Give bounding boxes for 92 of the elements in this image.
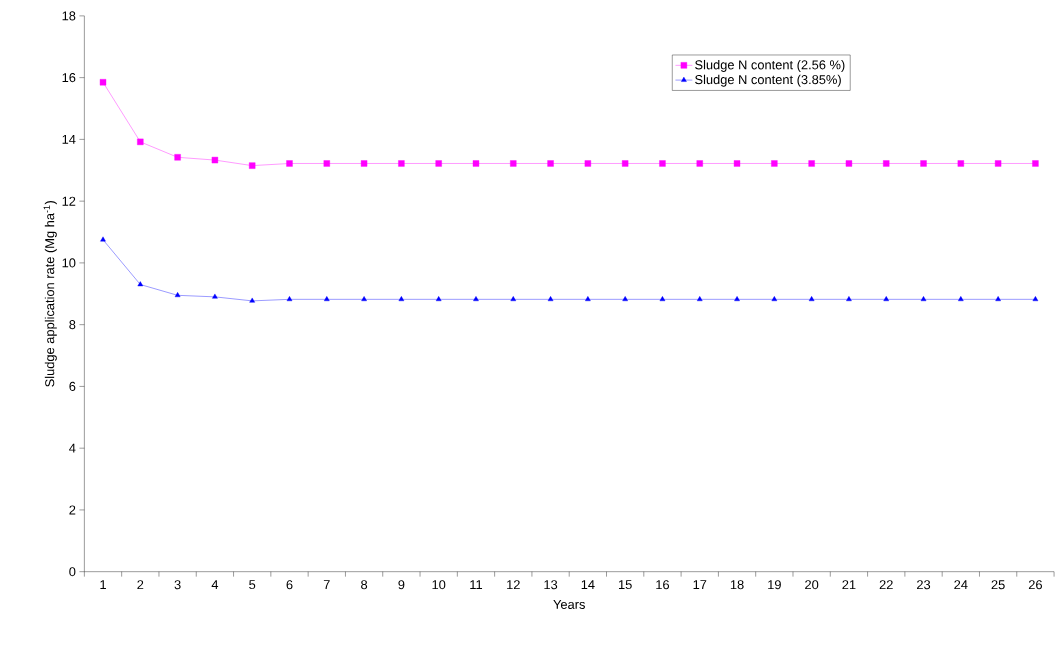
x-tick-label: 19 — [768, 580, 781, 590]
point — [249, 297, 255, 303]
x-tick-label: 6 — [286, 580, 293, 590]
legend-label: Sludge N content (3.85%) — [695, 74, 841, 87]
x-tick-label: 14 — [581, 580, 595, 589]
point — [361, 296, 367, 301]
point — [808, 160, 815, 167]
point — [771, 296, 778, 301]
point — [100, 236, 106, 242]
y-tick-label: 4 — [69, 443, 76, 453]
point — [696, 296, 703, 301]
point — [398, 296, 405, 301]
point — [958, 296, 964, 301]
point — [547, 160, 554, 167]
y-tick-label: 14 — [62, 134, 76, 144]
x-tick-label: 20 — [805, 580, 819, 590]
point — [1032, 296, 1039, 301]
point — [435, 296, 442, 301]
x-tick-label: 26 — [1028, 580, 1042, 590]
point — [920, 296, 927, 301]
point — [994, 160, 1002, 167]
point — [547, 296, 554, 301]
point — [398, 160, 405, 167]
y-tick-label: 6 — [69, 381, 76, 391]
y-tick-label: 8 — [69, 320, 76, 330]
point — [846, 296, 852, 301]
point — [249, 162, 256, 169]
point — [883, 160, 890, 167]
point — [510, 160, 517, 167]
x-tick-label: 7 — [323, 580, 330, 589]
y-tick-label: 10 — [62, 258, 76, 268]
point — [137, 281, 144, 287]
x-tick-label: 9 — [398, 580, 405, 590]
x-tick-label: 22 — [879, 580, 893, 590]
point — [771, 160, 778, 167]
point — [99, 79, 107, 86]
point — [734, 296, 740, 301]
x-tick-label: 25 — [991, 580, 1005, 590]
y-axis-title: Sludge application rate (Mg ha$^{-1}$) — [43, 200, 57, 387]
point — [808, 296, 815, 301]
y-tick-label: 2 — [69, 505, 76, 515]
point — [286, 296, 293, 301]
point — [1032, 160, 1039, 167]
legend-label: Sludge N content (2.56 %) — [695, 59, 845, 72]
point — [920, 160, 927, 167]
point — [585, 296, 591, 301]
point — [883, 296, 890, 301]
point — [957, 160, 964, 167]
point — [995, 296, 1001, 301]
point — [286, 160, 293, 167]
point — [435, 160, 442, 167]
point — [659, 296, 666, 301]
x-tick-label: 4 — [211, 580, 219, 589]
x-tick-label: 8 — [361, 580, 368, 590]
x-tick-label: 10 — [432, 580, 446, 590]
point — [360, 160, 368, 167]
point — [174, 154, 181, 161]
x-tick-label: 23 — [917, 580, 931, 590]
x-tick-label: 2 — [137, 580, 144, 590]
point — [621, 160, 629, 167]
point — [323, 160, 330, 167]
point — [696, 160, 703, 167]
point — [510, 296, 517, 301]
x-axis-title: Years — [553, 599, 585, 609]
point — [472, 160, 480, 167]
point — [733, 160, 741, 167]
x-tick-label: 18 — [730, 580, 744, 590]
x-tick-label: 12 — [507, 580, 520, 590]
y-tick-label: 12 — [62, 196, 76, 206]
x-tick-label: 15 — [618, 580, 632, 590]
x-tick-label: 17 — [693, 580, 707, 589]
x-tick-label: 21 — [842, 580, 856, 590]
point — [845, 160, 853, 167]
point — [324, 296, 330, 301]
point — [622, 296, 628, 301]
x-tick-label: 5 — [249, 580, 256, 590]
y-tick-label: 16 — [62, 73, 76, 83]
point — [137, 138, 144, 145]
x-tick-label: 16 — [656, 580, 670, 590]
x-tick-label: 13 — [544, 580, 558, 590]
point — [473, 296, 479, 301]
point — [174, 292, 181, 297]
x-tick-label: 24 — [954, 580, 968, 590]
y-tick-label: 0 — [69, 567, 76, 577]
x-tick-label: 3 — [174, 580, 181, 590]
x-tick-label: 1 — [100, 580, 106, 589]
point — [584, 160, 592, 167]
point — [211, 156, 219, 164]
y-tick-label: 18 — [62, 11, 76, 21]
x-tick-label: 11 — [470, 580, 483, 589]
point — [659, 160, 666, 167]
point — [212, 293, 218, 299]
